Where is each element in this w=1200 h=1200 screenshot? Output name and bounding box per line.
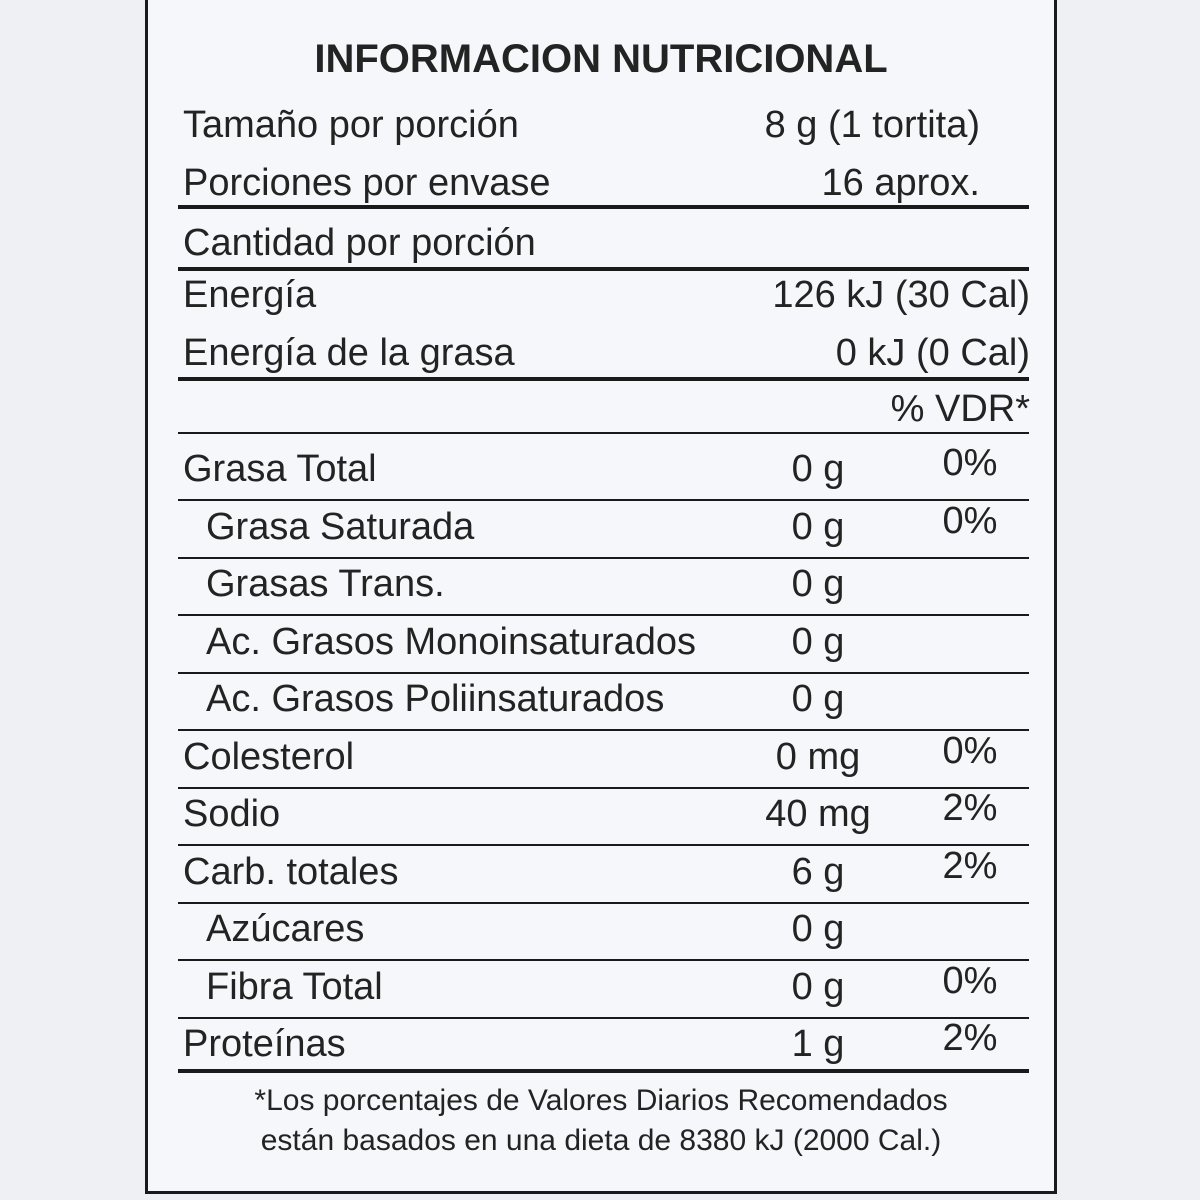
nutrient-name: Carb. totales bbox=[183, 850, 399, 893]
nutrient-amount: 40 mg bbox=[765, 793, 871, 835]
nutrient-vdr: 0% bbox=[942, 959, 998, 1002]
nutrient-name: Sodio bbox=[183, 793, 281, 835]
separator bbox=[178, 901, 1029, 904]
serving-label: Porciones por envase bbox=[183, 162, 551, 204]
separator bbox=[178, 1016, 1029, 1019]
separator bbox=[178, 786, 1029, 789]
separator bbox=[178, 205, 1029, 209]
nutrient-amount: 0 g bbox=[791, 678, 845, 720]
separator bbox=[178, 267, 1029, 271]
energy-value: 126 kJ (30 Cal) bbox=[772, 274, 1030, 316]
nutrient-name: Grasa Total bbox=[183, 448, 377, 490]
label-title: INFORMACION NUTRICIONAL bbox=[314, 37, 888, 81]
nutrient-amount: 1 g bbox=[791, 1023, 845, 1065]
nutrient-vdr: 2% bbox=[942, 1017, 998, 1059]
sub-nutrient-name: Grasas Trans. bbox=[206, 563, 445, 605]
nutrient-amount: 6 g bbox=[791, 850, 845, 893]
separator bbox=[178, 432, 1029, 434]
separator bbox=[178, 377, 1029, 381]
nutrient-amount: 0 mg bbox=[775, 735, 861, 778]
sub-nutrient-name: Azúcares bbox=[206, 908, 365, 950]
nutrient-amount: 0 g bbox=[791, 505, 845, 548]
sub-nutrient-name: Grasa Saturada bbox=[206, 505, 475, 548]
nutrient-amount: 0 g bbox=[791, 965, 845, 1008]
separator bbox=[178, 499, 1029, 501]
sub-nutrient-name: Ac. Grasos Monoinsaturados bbox=[206, 620, 697, 663]
sub-nutrient-name: Fibra Total bbox=[206, 965, 383, 1008]
separator bbox=[178, 844, 1029, 846]
nutrient-amount: 0 g bbox=[791, 620, 845, 663]
nutrient-vdr: 0% bbox=[942, 499, 998, 542]
nutrient-vdr: 0% bbox=[942, 729, 998, 772]
vdr-header: % VDR* bbox=[890, 388, 1030, 430]
nutrient-vdr: 2% bbox=[942, 787, 998, 829]
sub-nutrient-name: Ac. Grasos Poliinsaturados bbox=[206, 678, 665, 720]
separator bbox=[178, 671, 1029, 674]
nutrient-name: Proteínas bbox=[183, 1023, 346, 1065]
separator bbox=[178, 1069, 1029, 1073]
nutrient-amount: 0 g bbox=[791, 908, 845, 950]
separator bbox=[178, 729, 1029, 731]
serving-label: Tamaño por porción bbox=[183, 104, 519, 146]
footnote-line: *Los porcentajes de Valores Diarios Reco… bbox=[254, 1084, 948, 1117]
nutrient-vdr: 0% bbox=[942, 442, 998, 484]
separator bbox=[178, 614, 1029, 616]
serving-value: 16 aprox. bbox=[821, 162, 980, 204]
energy-value: 0 kJ (0 Cal) bbox=[835, 332, 1030, 374]
amount-header: Cantidad por porción bbox=[183, 222, 536, 264]
nutrient-name: Colesterol bbox=[183, 735, 355, 778]
nutrient-vdr: 2% bbox=[942, 844, 998, 887]
nutrient-amount: 0 g bbox=[791, 563, 845, 605]
separator bbox=[178, 556, 1029, 559]
energy-label: Energía bbox=[183, 274, 317, 316]
footnote-line: están basados en una dieta de 8380 kJ (2… bbox=[260, 1124, 942, 1157]
nutrition-label: INFORMACION NUTRICIONAL Tamaño por porci… bbox=[145, 0, 1057, 1194]
separator bbox=[178, 959, 1029, 961]
serving-value: 8 g (1 tortita) bbox=[764, 104, 980, 146]
energy-label: Energía de la grasa bbox=[183, 332, 515, 374]
nutrient-amount: 0 g bbox=[791, 448, 845, 490]
